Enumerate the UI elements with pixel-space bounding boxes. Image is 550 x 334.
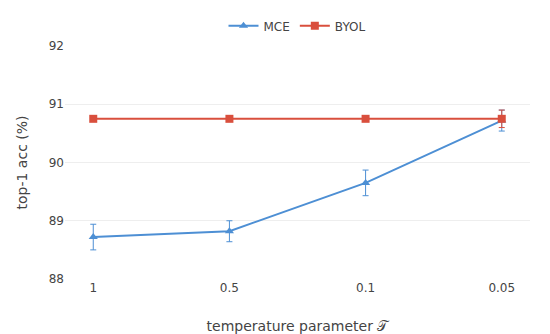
svg-text:90: 90: [49, 156, 64, 170]
svg-text:88: 88: [49, 272, 64, 286]
svg-text:top-1 acc (%): top-1 acc (%): [14, 115, 30, 209]
svg-text:0.5: 0.5: [220, 281, 239, 295]
svg-text:91: 91: [49, 97, 64, 111]
svg-text:temperature parameter 𝒯: temperature parameter 𝒯: [207, 318, 391, 334]
svg-text:92: 92: [49, 39, 64, 53]
svg-text:1: 1: [89, 281, 97, 295]
svg-text:0.1: 0.1: [356, 281, 375, 295]
svg-text:89: 89: [49, 214, 64, 228]
svg-text:MCE: MCE: [264, 20, 290, 34]
svg-text:0.05: 0.05: [488, 281, 515, 295]
svg-text:BYOL: BYOL: [335, 20, 366, 34]
